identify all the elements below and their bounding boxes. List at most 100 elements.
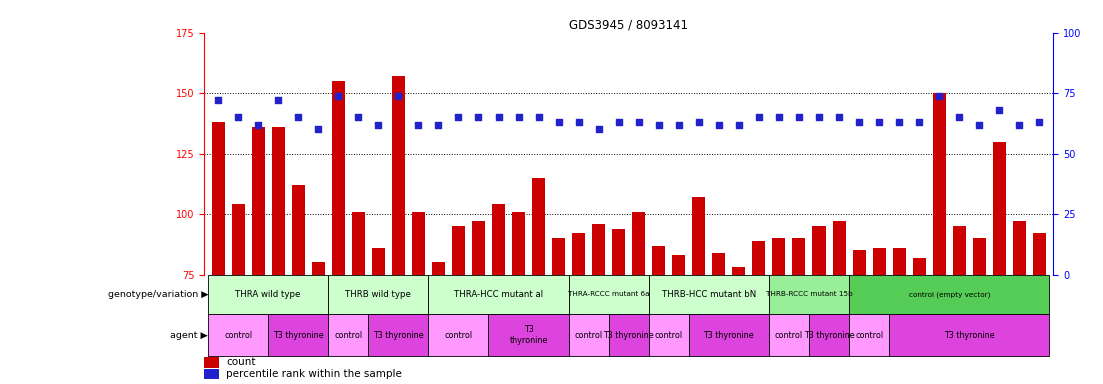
Point — [409, 121, 427, 127]
Bar — [849, 314, 889, 356]
Point — [850, 119, 868, 125]
Point — [310, 126, 328, 132]
Point — [429, 121, 447, 127]
Point — [951, 114, 968, 121]
Bar — [889, 314, 1049, 356]
Bar — [204, 358, 219, 367]
Bar — [688, 314, 769, 356]
Bar — [392, 76, 405, 275]
Bar — [368, 314, 428, 356]
Point — [269, 97, 287, 103]
Title: GDS3945 / 8093141: GDS3945 / 8093141 — [569, 18, 688, 31]
Bar — [251, 127, 265, 275]
Bar — [892, 248, 906, 275]
Point — [549, 119, 567, 125]
Text: genotype/variation ▶: genotype/variation ▶ — [108, 290, 208, 299]
Text: count: count — [226, 358, 256, 367]
Point — [470, 114, 488, 121]
Bar — [372, 248, 385, 275]
Point — [529, 114, 547, 121]
Text: THRB-HCC mutant bN: THRB-HCC mutant bN — [662, 290, 756, 299]
Text: T3 thyronine: T3 thyronine — [603, 331, 654, 339]
Text: control (empty vector): control (empty vector) — [909, 291, 989, 298]
Bar — [632, 212, 645, 275]
Text: T3 thyronine: T3 thyronine — [944, 331, 995, 339]
Point — [389, 93, 407, 99]
Point — [370, 121, 387, 127]
Point — [710, 121, 728, 127]
Text: THRB-RCCC mutant 15b: THRB-RCCC mutant 15b — [765, 291, 853, 297]
Point — [570, 119, 588, 125]
Bar — [489, 314, 569, 356]
Bar — [432, 263, 445, 275]
Text: THRA wild type: THRA wild type — [235, 290, 301, 299]
Point — [510, 114, 527, 121]
Point — [831, 114, 848, 121]
Bar — [329, 314, 368, 356]
Point — [450, 114, 468, 121]
Point — [990, 107, 1008, 113]
Text: THRA-RCCC mutant 6a: THRA-RCCC mutant 6a — [568, 291, 650, 297]
Bar — [332, 81, 345, 275]
Point — [650, 121, 667, 127]
Bar — [1013, 221, 1026, 275]
Bar — [204, 369, 219, 379]
Bar — [569, 314, 609, 356]
Point — [790, 114, 807, 121]
Bar — [813, 226, 825, 275]
Point — [730, 121, 748, 127]
Bar — [672, 255, 685, 275]
Point — [490, 114, 507, 121]
Text: T3 thyronine: T3 thyronine — [272, 331, 323, 339]
Point — [770, 114, 788, 121]
Point — [350, 114, 367, 121]
Point — [590, 126, 608, 132]
Bar — [933, 93, 945, 275]
Text: THRA-HCC mutant al: THRA-HCC mutant al — [454, 290, 543, 299]
Text: control: control — [445, 331, 472, 339]
Text: control: control — [575, 331, 602, 339]
Bar — [271, 127, 285, 275]
Bar — [912, 258, 925, 275]
Bar — [993, 142, 1006, 275]
Bar — [572, 233, 586, 275]
Bar — [872, 248, 886, 275]
Point — [890, 119, 908, 125]
Point — [249, 121, 267, 127]
Bar — [953, 226, 966, 275]
Bar — [291, 185, 304, 275]
Point — [971, 121, 988, 127]
Point — [229, 114, 247, 121]
Bar — [472, 221, 485, 275]
Bar — [352, 212, 365, 275]
Point — [630, 119, 647, 125]
Bar — [652, 245, 665, 275]
Bar — [312, 263, 324, 275]
Bar — [569, 275, 649, 314]
Bar — [973, 238, 986, 275]
Text: T3 thyronine: T3 thyronine — [804, 331, 855, 339]
Bar — [612, 228, 625, 275]
Bar — [609, 314, 649, 356]
Bar — [428, 275, 569, 314]
Bar — [833, 221, 846, 275]
Text: percentile rank within the sample: percentile rank within the sample — [226, 369, 401, 379]
Bar — [849, 275, 1049, 314]
Point — [210, 97, 227, 103]
Bar — [853, 250, 866, 275]
Bar — [649, 314, 688, 356]
Text: T3
thyronine: T3 thyronine — [510, 325, 548, 345]
Text: control: control — [775, 331, 803, 339]
Bar — [693, 197, 705, 275]
Bar — [428, 314, 489, 356]
Bar — [769, 314, 808, 356]
Bar — [553, 238, 565, 275]
Text: THRB wild type: THRB wild type — [345, 290, 411, 299]
Point — [670, 121, 687, 127]
Bar — [329, 275, 428, 314]
Text: control: control — [334, 331, 363, 339]
Point — [330, 93, 347, 99]
Bar — [649, 275, 769, 314]
Text: control: control — [655, 331, 683, 339]
Bar — [752, 241, 765, 275]
